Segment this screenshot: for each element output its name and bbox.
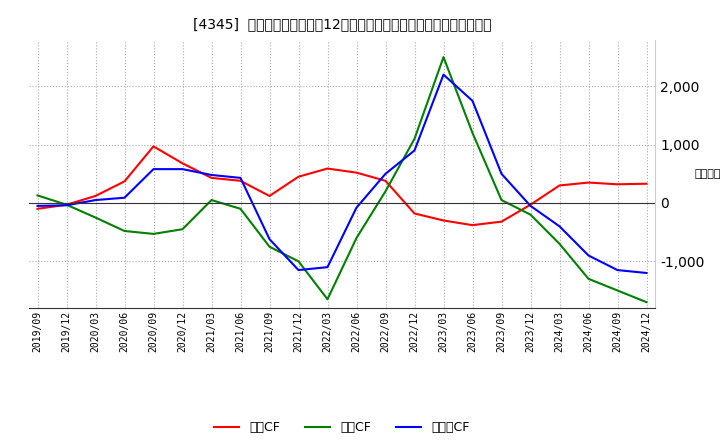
営業CF: [613, 182, 622, 187]
投資CF: [381, 189, 390, 194]
Line: フリーCF: フリーCF: [37, 75, 647, 273]
投資CF: [555, 241, 564, 246]
営業CF: [236, 178, 245, 183]
フリーCF: [323, 264, 332, 270]
フリーCF: [642, 270, 651, 275]
営業CF: [207, 175, 216, 180]
営業CF: [149, 144, 158, 149]
フリーCF: [62, 203, 71, 208]
Title: [4345]  キャッシュフローの12か月移動合計の対前年同期増減額の推移: [4345] キャッシュフローの12か月移動合計の対前年同期増減額の推移: [193, 18, 491, 32]
投資CF: [149, 231, 158, 237]
営業CF: [381, 178, 390, 183]
Line: 投資CF: 投資CF: [37, 57, 647, 302]
投資CF: [584, 276, 593, 282]
フリーCF: [236, 175, 245, 180]
投資CF: [468, 130, 477, 136]
投資CF: [236, 206, 245, 212]
営業CF: [468, 223, 477, 228]
投資CF: [120, 228, 129, 234]
フリーCF: [410, 148, 419, 153]
Legend: 営業CF, 投資CF, フリーCF: 営業CF, 投資CF, フリーCF: [210, 416, 474, 439]
投資CF: [178, 227, 186, 232]
投資CF: [323, 297, 332, 302]
フリーCF: [33, 203, 42, 209]
営業CF: [642, 181, 651, 187]
フリーCF: [265, 237, 274, 242]
営業CF: [265, 193, 274, 198]
投資CF: [265, 244, 274, 249]
営業CF: [526, 202, 535, 207]
フリーCF: [178, 166, 186, 172]
フリーCF: [294, 268, 303, 273]
投資CF: [613, 288, 622, 293]
営業CF: [294, 174, 303, 180]
投資CF: [62, 202, 71, 207]
営業CF: [120, 179, 129, 184]
投資CF: [352, 235, 361, 241]
営業CF: [352, 170, 361, 175]
投資CF: [207, 198, 216, 203]
フリーCF: [120, 195, 129, 200]
フリーCF: [91, 198, 100, 203]
投資CF: [410, 136, 419, 141]
営業CF: [410, 211, 419, 216]
投資CF: [33, 193, 42, 198]
フリーCF: [468, 98, 477, 103]
投資CF: [91, 215, 100, 220]
営業CF: [323, 166, 332, 171]
フリーCF: [526, 203, 535, 209]
投資CF: [498, 198, 506, 203]
Y-axis label: （百万円）: （百万円）: [695, 169, 720, 179]
フリーCF: [149, 166, 158, 172]
フリーCF: [498, 171, 506, 176]
投資CF: [642, 300, 651, 305]
フリーCF: [207, 172, 216, 178]
フリーCF: [439, 72, 448, 77]
フリーCF: [584, 253, 593, 258]
営業CF: [178, 161, 186, 166]
営業CF: [91, 193, 100, 198]
フリーCF: [352, 205, 361, 210]
投資CF: [439, 55, 448, 60]
営業CF: [62, 202, 71, 207]
投資CF: [526, 212, 535, 217]
営業CF: [555, 183, 564, 188]
営業CF: [439, 218, 448, 223]
Line: 営業CF: 営業CF: [37, 147, 647, 225]
フリーCF: [613, 268, 622, 273]
フリーCF: [555, 224, 564, 229]
営業CF: [584, 180, 593, 185]
営業CF: [498, 219, 506, 224]
投資CF: [294, 259, 303, 264]
営業CF: [33, 206, 42, 212]
フリーCF: [381, 171, 390, 176]
